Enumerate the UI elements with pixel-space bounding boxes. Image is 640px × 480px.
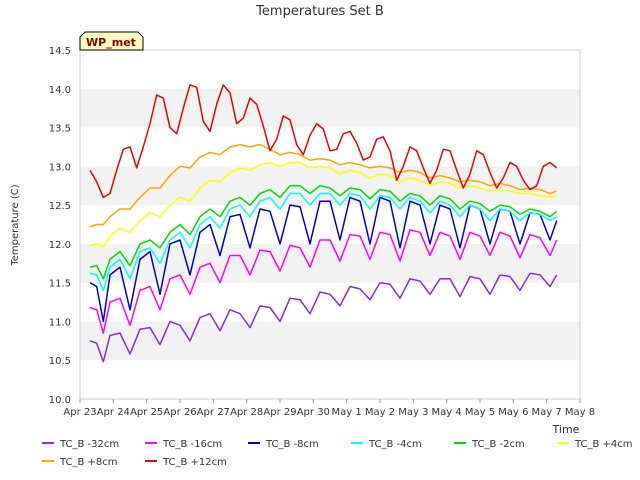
y-tick-label: 10.5 [49,356,71,367]
series-line [89,184,558,280]
legend-label: TC_B -2cm [471,439,525,450]
legend-label: TC_B +8cm [59,457,118,468]
x-tick-label: May 7 [532,407,562,418]
grid-band [80,243,580,283]
x-tick-label: May 6 [498,407,528,418]
legend-label: TC_B -32cm [59,439,119,450]
grid-band [80,360,580,399]
grid-band [80,50,580,89]
x-tick-label: Apr 28 [230,407,263,418]
x-tick-label: May 2 [365,407,395,418]
grid-band [80,166,580,206]
grid-band [80,88,580,128]
legend-label: TC_B -8cm [265,439,319,450]
y-tick-label: 11.5 [49,279,71,290]
x-tick-label: Apr 23 [63,407,96,418]
legend-label: TC_B +12cm [162,457,227,468]
x-tick-label: Apr 29 [263,407,296,418]
x-tick-label: Apr 26 [163,407,196,418]
x-tick-label: May 1 [332,407,362,418]
chart-title: Temperatures Set B [255,4,384,19]
series-line [89,84,558,199]
y-tick-label: 13.5 [49,124,71,135]
x-tick-label: May 4 [432,407,462,418]
series-line [89,143,557,228]
x-tick-label: Apr 25 [130,407,163,418]
y-tick-label: 13.0 [49,162,71,173]
grid-band [80,282,580,322]
x-tick-label: May 5 [465,407,495,418]
y-tick-label: 12.5 [49,201,71,212]
series-line [89,229,558,334]
x-axis-ticks: Apr 23 Apr 24 Apr 25 Apr 26 Apr 27 Apr 28 Apr … [63,399,595,418]
legend-label: TC_B -16cm [162,439,222,450]
annotation-box: WP_met [79,31,144,51]
series-line [89,192,558,292]
x-tick-label: Apr 24 [97,407,130,418]
x-axis-label: Time [552,423,580,436]
plot-frame [79,49,581,400]
y-tick-label: 11.0 [49,317,71,328]
legend-label: TC_B +4cm [574,439,633,450]
series-line [89,272,558,363]
x-tick-label: Apr 30 [297,407,330,418]
y-tick-label: 12.0 [49,240,71,251]
legend: TC_B -32cm TC_B -16cm TC_B -8cm TC_B -4cm TC… [42,439,633,468]
annotation-badge [79,31,144,51]
grid-band [80,205,580,244]
x-tick-label: May 8 [565,407,595,418]
x-tick-label: Apr 27 [197,407,230,418]
y-tick-label: 14.0 [49,85,71,96]
legend-label: TC_B -4cm [368,439,422,450]
series-layer [89,84,558,363]
y-axis-ticks: 10.0 10.5 11.0 11.5 12.0 12.5 13.0 13.5 14.0 14.5 [49,46,71,406]
y-axis-label: Temperature (C) [10,184,21,266]
y-tick-label: 14.5 [49,46,71,57]
x-tick-label: May 3 [398,407,428,418]
series-line [89,161,557,249]
y-tick-label: 10.0 [49,395,71,406]
annotation-text: WP_met [86,36,136,49]
grid-band [80,321,580,361]
